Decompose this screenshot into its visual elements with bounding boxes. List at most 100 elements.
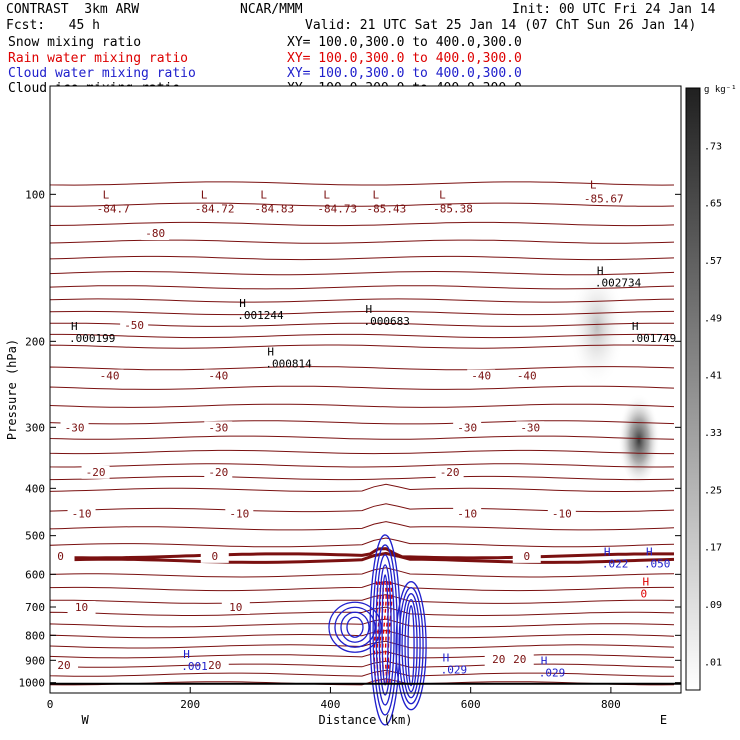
isotherm-label: -20 — [440, 466, 460, 479]
x-axis-title: Distance (km) — [319, 713, 413, 727]
legend-rain-xy: XY= 100.0,300.0 to 400.0,300.0 — [287, 51, 522, 66]
isotherm-label: 10 — [75, 601, 88, 614]
isotherm-label: 20 — [513, 653, 526, 666]
isotherm-line — [49, 344, 675, 349]
isotherm-label-bg — [484, 653, 513, 667]
y-axis-title: Pressure (hPa) — [5, 339, 19, 440]
high-value: .000814 — [265, 358, 312, 371]
isotherm-label-bg — [225, 507, 254, 521]
isotherm-label-bg — [221, 601, 250, 615]
isotherm-label-bg — [505, 653, 534, 667]
isotherm-label-bg — [81, 465, 110, 479]
low-value: -85.38 — [433, 203, 473, 216]
cloud-water-contour — [398, 587, 424, 705]
x-tick-label: 800 — [601, 698, 621, 711]
x-tick-label: 400 — [321, 698, 341, 711]
isotherm-line — [49, 333, 675, 339]
isotherm-label: -30 — [65, 421, 85, 434]
isotherm-line — [49, 403, 675, 408]
y-tick-label: 100 — [25, 188, 45, 201]
isotherm-line — [49, 255, 675, 261]
isotherm-line — [48, 551, 675, 564]
low-value: -84.83 — [254, 203, 294, 216]
snow-shading — [568, 265, 625, 389]
y-tick-label: 1000 — [19, 677, 46, 690]
isotherm-line — [49, 366, 675, 371]
isotherm-line — [49, 435, 675, 440]
high-value: .000199 — [69, 332, 115, 345]
low-value: -84.72 — [195, 203, 235, 216]
high-value: .002734 — [595, 276, 642, 289]
isotherm-line — [49, 181, 675, 186]
legend-cloudwater-label: Cloud water mixing ratio — [8, 66, 196, 81]
isotherm-line — [49, 629, 675, 639]
isotherm-line — [49, 475, 675, 481]
y-tick-label: 300 — [25, 421, 45, 434]
isotherm-label: -20 — [208, 466, 228, 479]
low-marker: L — [323, 189, 330, 202]
isotherm-label: -40 — [100, 370, 120, 383]
isotherm-label-bg — [547, 507, 576, 521]
isotherm-label: 20 — [492, 653, 505, 666]
low-marker: L — [201, 189, 208, 202]
legend-snow-xy: XY= 100.0,300.0 to 400.0,300.0 — [287, 35, 522, 50]
x-tick-label: 600 — [461, 698, 481, 711]
isotherm-line — [49, 270, 675, 276]
isotherm-line — [49, 310, 675, 316]
isotherm-label: 0 — [211, 550, 218, 563]
title-center: NCAR/MMM — [240, 2, 303, 17]
isotherm-label: -10 — [552, 507, 572, 520]
isotherm-line — [49, 483, 675, 492]
init-time: Init: 00 UTC Fri 24 Jan 14 — [512, 2, 716, 17]
high-value: .001749 — [630, 332, 676, 345]
high-marker: H — [443, 651, 450, 664]
isotherm-line — [49, 567, 675, 578]
cloud-ice-shading — [617, 388, 660, 483]
isotherm-label: 20 — [208, 659, 221, 672]
isotherm-label-bg — [46, 549, 75, 563]
endpoint-east: E — [660, 713, 667, 727]
isotherm-label: -30 — [457, 421, 477, 434]
isotherm-line — [49, 221, 675, 227]
isotherm-label: 10 — [229, 601, 242, 614]
isotherm-label-bg — [67, 601, 96, 615]
high-value: .001 — [181, 660, 208, 673]
high-value: 0 — [640, 587, 647, 600]
isotherm-line — [49, 420, 675, 425]
high-value: .022 — [602, 558, 629, 571]
isotherm-label-bg — [512, 549, 541, 563]
isotherm-line — [49, 618, 675, 628]
isotherm-label: -30 — [208, 421, 228, 434]
colorbar-tick-label: .41 — [704, 371, 722, 382]
valid-time: Valid: 21 UTC Sat 25 Jan 14 (07 ChT Sun … — [305, 18, 697, 33]
low-marker: L — [260, 189, 267, 202]
isotherm-line — [49, 202, 675, 207]
high-value: .029 — [539, 667, 566, 680]
cloud-water-contour — [334, 606, 376, 648]
cloud-water-contour — [375, 554, 395, 706]
isotherm-line — [49, 594, 675, 604]
isotherm-label-bg — [141, 226, 170, 240]
isotherm-label: -10 — [229, 507, 249, 520]
isotherm-label-bg — [512, 369, 541, 383]
isotherm-line — [49, 449, 674, 455]
cloud-water-contour — [340, 611, 370, 643]
isotherm-line — [49, 385, 675, 390]
isotherm-label-bg — [435, 465, 464, 479]
isotherm-label: 0 — [57, 550, 64, 563]
endpoint-west: W — [81, 713, 89, 727]
high-marker: H — [646, 546, 653, 559]
legend-cloudwater-xy: XY= 100.0,300.0 to 400.0,300.0 — [287, 66, 522, 81]
low-marker: L — [103, 189, 110, 202]
cloud-water-contour — [401, 593, 421, 699]
isotherm-line — [49, 463, 675, 468]
isotherm-label-bg — [67, 507, 96, 521]
isotherm-label-bg — [453, 421, 482, 435]
isotherm-label-bg — [95, 369, 124, 383]
y-tick-label: 900 — [25, 654, 45, 667]
low-value: -84.73 — [317, 203, 357, 216]
high-marker: H — [642, 575, 649, 588]
rain-contour — [387, 581, 393, 683]
legend-rain-label: Rain water mixing ratio — [8, 51, 189, 66]
high-value: .029 — [441, 663, 468, 676]
